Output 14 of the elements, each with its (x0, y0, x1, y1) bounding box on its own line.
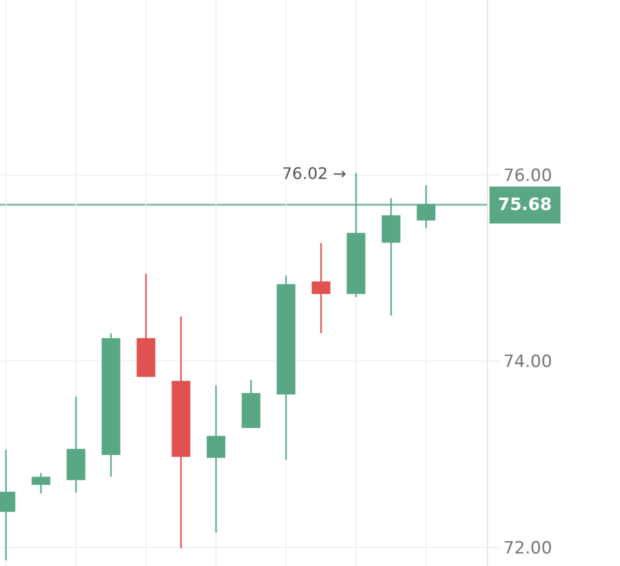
candlestick (242, 379, 260, 428)
candlestick (102, 332, 120, 478)
y-tick-label: 76.00 (503, 166, 552, 186)
ref-line-label: 75.68 (498, 195, 552, 215)
candlestick (172, 316, 190, 550)
candlestick (66, 396, 86, 494)
candlestick (276, 274, 296, 461)
y-tick-label: 72.00 (503, 538, 552, 558)
candlestick (136, 272, 156, 377)
candlestick (32, 472, 50, 494)
candlestick (312, 242, 330, 334)
y-tick-label: 74.00 (503, 352, 552, 372)
candlestick (206, 384, 226, 534)
annotation: 76.02 → (282, 164, 346, 183)
